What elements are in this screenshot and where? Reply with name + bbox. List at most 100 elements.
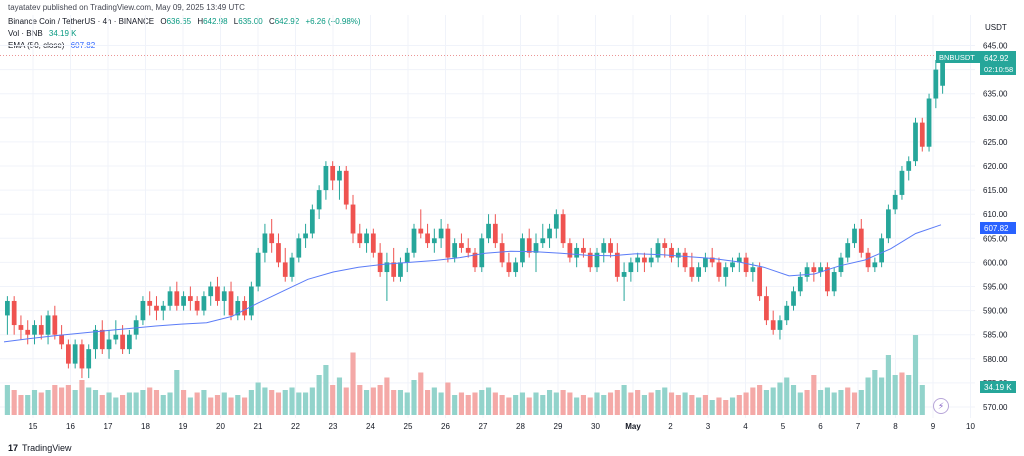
volume-bar [289,387,295,415]
candle [879,233,884,268]
candle-body [770,320,776,330]
lightning-bolt-icon[interactable]: ⚡ [933,398,949,414]
candle-body [330,166,336,181]
candle-body [825,267,830,292]
volume-bar [397,390,404,415]
symbol-title[interactable]: Binance Coin / TetherUS · 4h · BINANCE [8,17,155,26]
date-tick-label: 23 [329,422,338,431]
volume-bar [303,392,309,415]
time-axis[interactable]: 15 16 17 18 19 20 21 22 23 24 25 26 27 28 29 30 May 2 3 4 5 6… [29,422,976,431]
candle-body [242,300,247,316]
volume-legend[interactable]: Vol · BNB 34.19 K [8,29,77,38]
volume-bar [580,395,587,415]
candle-body [757,267,763,297]
candle-body [865,252,871,268]
candle-body [764,296,769,321]
candle-body [425,233,430,244]
volume-bar [411,380,417,415]
candle [289,252,295,282]
date-tick-label: 16 [66,422,75,431]
candle [154,296,159,321]
candle-body [472,252,478,268]
candle [357,223,363,248]
close-value: 642.92 [274,17,300,26]
candle-body [513,262,519,273]
candle-body [479,238,485,268]
candle-body [52,315,58,335]
volume-bar [52,385,58,415]
price-tick-label: 620.00 [983,162,1008,171]
candle [540,223,546,248]
candle [296,233,302,263]
candle-body [506,262,512,273]
date-tick-label: 5 [781,422,786,431]
candle-body [438,228,444,239]
candle-body [127,334,132,350]
price-tick-label: 615.00 [983,186,1008,195]
candle [79,339,85,379]
candle [486,214,491,244]
volume-bar [330,385,336,415]
volume-bar [282,390,288,415]
candle-body [140,300,146,321]
candle-body [642,257,647,263]
tradingview-logo[interactable]: 17 TradingView [8,443,72,453]
candle [608,238,613,258]
volume-badge-text: 34.19 K [984,383,1012,392]
candle [675,247,681,268]
candle-body [167,291,173,306]
candle [601,238,607,263]
candle-body [533,243,539,253]
candle-body [215,286,220,301]
candle [479,233,485,273]
volume-bar [655,390,661,415]
open-label: O [160,17,167,26]
candle-body [892,194,898,210]
volume-bar [140,390,146,415]
candle-body [797,276,803,292]
candle [18,315,24,340]
candle-body [689,267,695,277]
candle [845,238,851,263]
volume-bar [824,387,830,415]
candle [655,238,661,263]
candle-body [303,233,308,239]
candle [276,233,281,268]
candle [445,223,451,263]
volume-bar [567,392,573,415]
volume-bar [526,397,532,415]
candle-body [248,286,254,316]
volume-bar [235,395,241,415]
volume-bar [750,387,756,415]
price-axis[interactable]: USDT 645.00640.00635.00630.00625.00620.0… [983,23,1008,412]
candle-body [696,267,702,277]
candle-body [404,252,410,263]
price-tick-label: 580.00 [983,355,1008,364]
volume-bar [65,385,71,415]
volume-bar [485,387,492,415]
candle-body [709,257,715,263]
candle-body [93,329,98,350]
candle [32,320,37,345]
high-value: 642.98 [203,17,228,26]
volume-bar [689,395,695,415]
candle-body [845,243,851,258]
volume-bar [648,392,654,415]
candle-body [858,228,864,253]
date-tick-label: 21 [254,422,263,431]
candle-body [804,267,810,277]
volume-bar [309,387,315,415]
price-badges: BNBUSDT 642.92 02:10:58 607.82 34.19 K [936,51,1016,393]
candle [614,243,620,282]
ema-line [3,224,942,343]
candle [370,228,376,258]
candle-body [879,238,884,263]
candle-body [723,267,729,277]
candle [919,117,925,152]
candle-body [811,267,817,273]
volume-bar [682,392,688,415]
grid-lines [0,15,975,418]
candle-body [296,238,302,258]
candle-body [445,228,451,258]
